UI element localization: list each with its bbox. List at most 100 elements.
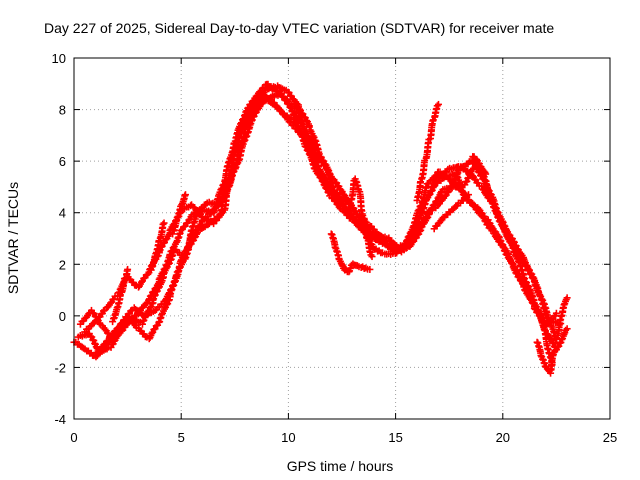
- data-point: [487, 195, 495, 203]
- data-point: [526, 294, 534, 302]
- x-tick-label: 20: [496, 430, 510, 445]
- data-point: [159, 220, 167, 228]
- data-point: [124, 265, 132, 273]
- data-point: [464, 191, 472, 199]
- data-point: [222, 186, 230, 194]
- data-point: [552, 309, 560, 317]
- y-tick-label: 8: [59, 103, 66, 118]
- data-point: [146, 304, 154, 312]
- data-point: [530, 277, 538, 285]
- y-tick-label: 6: [59, 154, 66, 169]
- data-point: [164, 260, 172, 268]
- data-point: [501, 226, 509, 234]
- data-point: [242, 133, 250, 141]
- data-point: [231, 164, 239, 172]
- data-point: [303, 132, 311, 140]
- data-point: [172, 271, 180, 279]
- data-point: [219, 181, 227, 189]
- data-point: [434, 100, 442, 108]
- data-point: [167, 286, 175, 294]
- data-point: [482, 170, 490, 178]
- data-point: [300, 125, 308, 133]
- data-point: [175, 264, 183, 272]
- y-tick-label: 4: [59, 206, 66, 221]
- y-tick-label: 10: [52, 51, 66, 66]
- data-point: [410, 228, 418, 236]
- y-axis-label: SDTVAR / TECUs: [5, 182, 21, 294]
- data-point: [419, 200, 427, 208]
- data-point: [423, 215, 431, 223]
- data-point: [538, 295, 546, 303]
- data-point: [495, 217, 503, 225]
- data-point: [107, 299, 115, 307]
- data-point: [522, 285, 530, 293]
- data-point: [141, 313, 149, 321]
- y-tick-label: -4: [54, 412, 66, 427]
- data-point: [521, 261, 529, 269]
- data-point: [113, 332, 121, 340]
- data-point: [177, 227, 185, 235]
- data-point: [427, 187, 435, 195]
- data-point: [516, 262, 524, 270]
- data-point: [294, 115, 302, 123]
- data-point: [563, 325, 571, 333]
- data-point: [497, 221, 505, 229]
- data-point: [230, 167, 238, 175]
- data-point: [488, 196, 496, 204]
- y-tick-label: 2: [59, 257, 66, 272]
- data-point: [339, 201, 347, 209]
- data-point: [295, 105, 303, 113]
- plot-frame: [73, 57, 611, 420]
- data-point: [508, 259, 516, 267]
- data-point: [329, 183, 337, 191]
- data-point: [417, 224, 425, 232]
- data-point: [475, 205, 483, 213]
- data-point: [162, 265, 170, 273]
- x-tick-label: 25: [603, 430, 617, 445]
- data-point: [416, 227, 424, 235]
- data-point: [458, 187, 466, 195]
- data-point: [158, 311, 166, 319]
- data-point: [366, 265, 374, 273]
- data-point: [181, 191, 189, 199]
- grid-lines: [74, 58, 610, 419]
- data-point: [498, 240, 506, 248]
- data-point: [524, 266, 532, 274]
- x-axis-label: GPS time / hours: [287, 458, 394, 474]
- data-point: [235, 157, 243, 165]
- data-point: [306, 126, 314, 134]
- data-point: [540, 299, 548, 307]
- data-point: [504, 249, 512, 257]
- axis-ticks: 0 5 10 15 20 25 -4 -2 0 2 4 6 8 10: [52, 51, 618, 445]
- data-point: [368, 253, 376, 261]
- data-point: [431, 172, 439, 180]
- data-point: [151, 291, 159, 299]
- data-point: [531, 302, 539, 310]
- data-point: [159, 270, 167, 278]
- data-point: [408, 238, 416, 246]
- data-point: [160, 219, 168, 227]
- data-point: [311, 136, 319, 144]
- data-point: [506, 238, 514, 246]
- data-point: [301, 128, 309, 136]
- data-point: [299, 124, 307, 132]
- data-point: [313, 169, 321, 177]
- x-tick-label: 5: [178, 430, 185, 445]
- data-point: [248, 103, 256, 111]
- y-tick-label: -2: [54, 360, 66, 375]
- data-point: [563, 294, 571, 302]
- data-point: [322, 165, 330, 173]
- data-point: [154, 284, 162, 292]
- data-point: [473, 155, 481, 163]
- data-point: [148, 329, 156, 337]
- data-point: [512, 266, 520, 274]
- data-points: [70, 80, 571, 377]
- data-point: [173, 268, 181, 276]
- data-point: [309, 132, 317, 140]
- data-point: [137, 278, 145, 286]
- data-point: [425, 211, 433, 219]
- chart-title: Day 227 of 2025, Sidereal Day-to-day VTE…: [44, 20, 554, 36]
- data-point: [164, 290, 172, 298]
- data-point: [87, 332, 95, 340]
